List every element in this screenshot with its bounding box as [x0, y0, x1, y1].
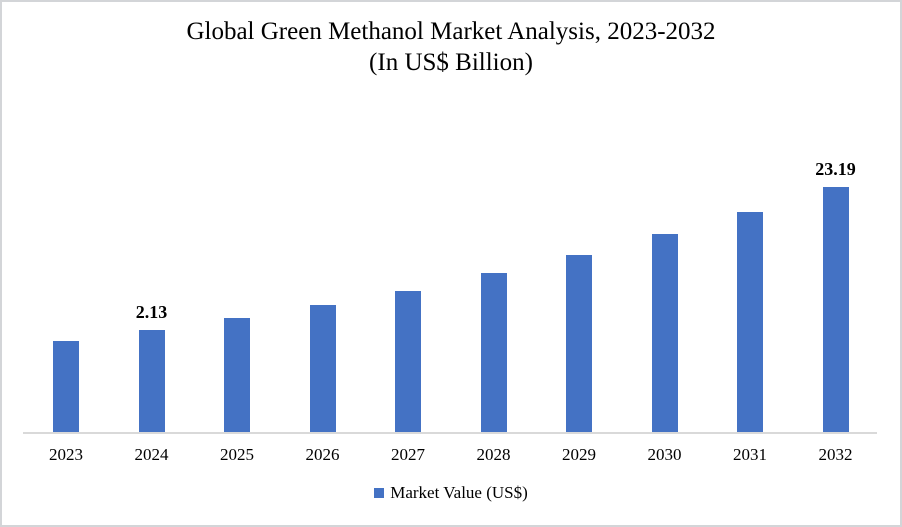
bar-2030 — [651, 234, 678, 433]
bar-2025 — [224, 318, 250, 433]
bar-2029 — [566, 255, 592, 433]
chart-title: Global Green Methanol Market Analysis, 2… — [186, 18, 716, 45]
x-tick-2027: 2027 — [391, 445, 425, 464]
x-tick-2026: 2026 — [305, 445, 340, 464]
bar-2031 — [737, 212, 763, 433]
data-label-2032: 23.19 — [815, 159, 856, 179]
bar-2026 — [309, 305, 336, 433]
legend-swatch-icon — [374, 488, 385, 498]
x-tick-2029: 2029 — [562, 445, 596, 464]
x-axis-line — [23, 432, 877, 434]
x-tick-2030: 2030 — [647, 445, 682, 464]
legend: Market Value (US$) — [0, 483, 902, 503]
x-tick-2031: 2031 — [733, 445, 767, 464]
x-tick-2028: 2028 — [476, 445, 511, 464]
bar-2027 — [395, 291, 421, 433]
x-tick-2023: 2023 — [49, 445, 83, 464]
chart-subtitle: (In US$ Billion) — [369, 49, 533, 76]
x-tick-2032: 2032 — [818, 445, 853, 464]
data-label-2024: 2.13 — [135, 302, 168, 322]
plot-area: 2023 2024 2025 2026 2027 2028 2029 2030 2031 2032… — [23, 150, 877, 464]
x-tick-2025: 2025 — [220, 445, 254, 464]
bar-2028 — [480, 273, 507, 433]
chart-title-block: Global Green Methanol Market Analysis, 2… — [0, 16, 902, 78]
bar-2023 — [53, 341, 79, 433]
legend-label: Market Value (US$) — [390, 483, 528, 502]
bar-2032 — [822, 187, 849, 433]
bar-2024 — [138, 330, 165, 433]
x-tick-2024: 2024 — [134, 445, 169, 464]
